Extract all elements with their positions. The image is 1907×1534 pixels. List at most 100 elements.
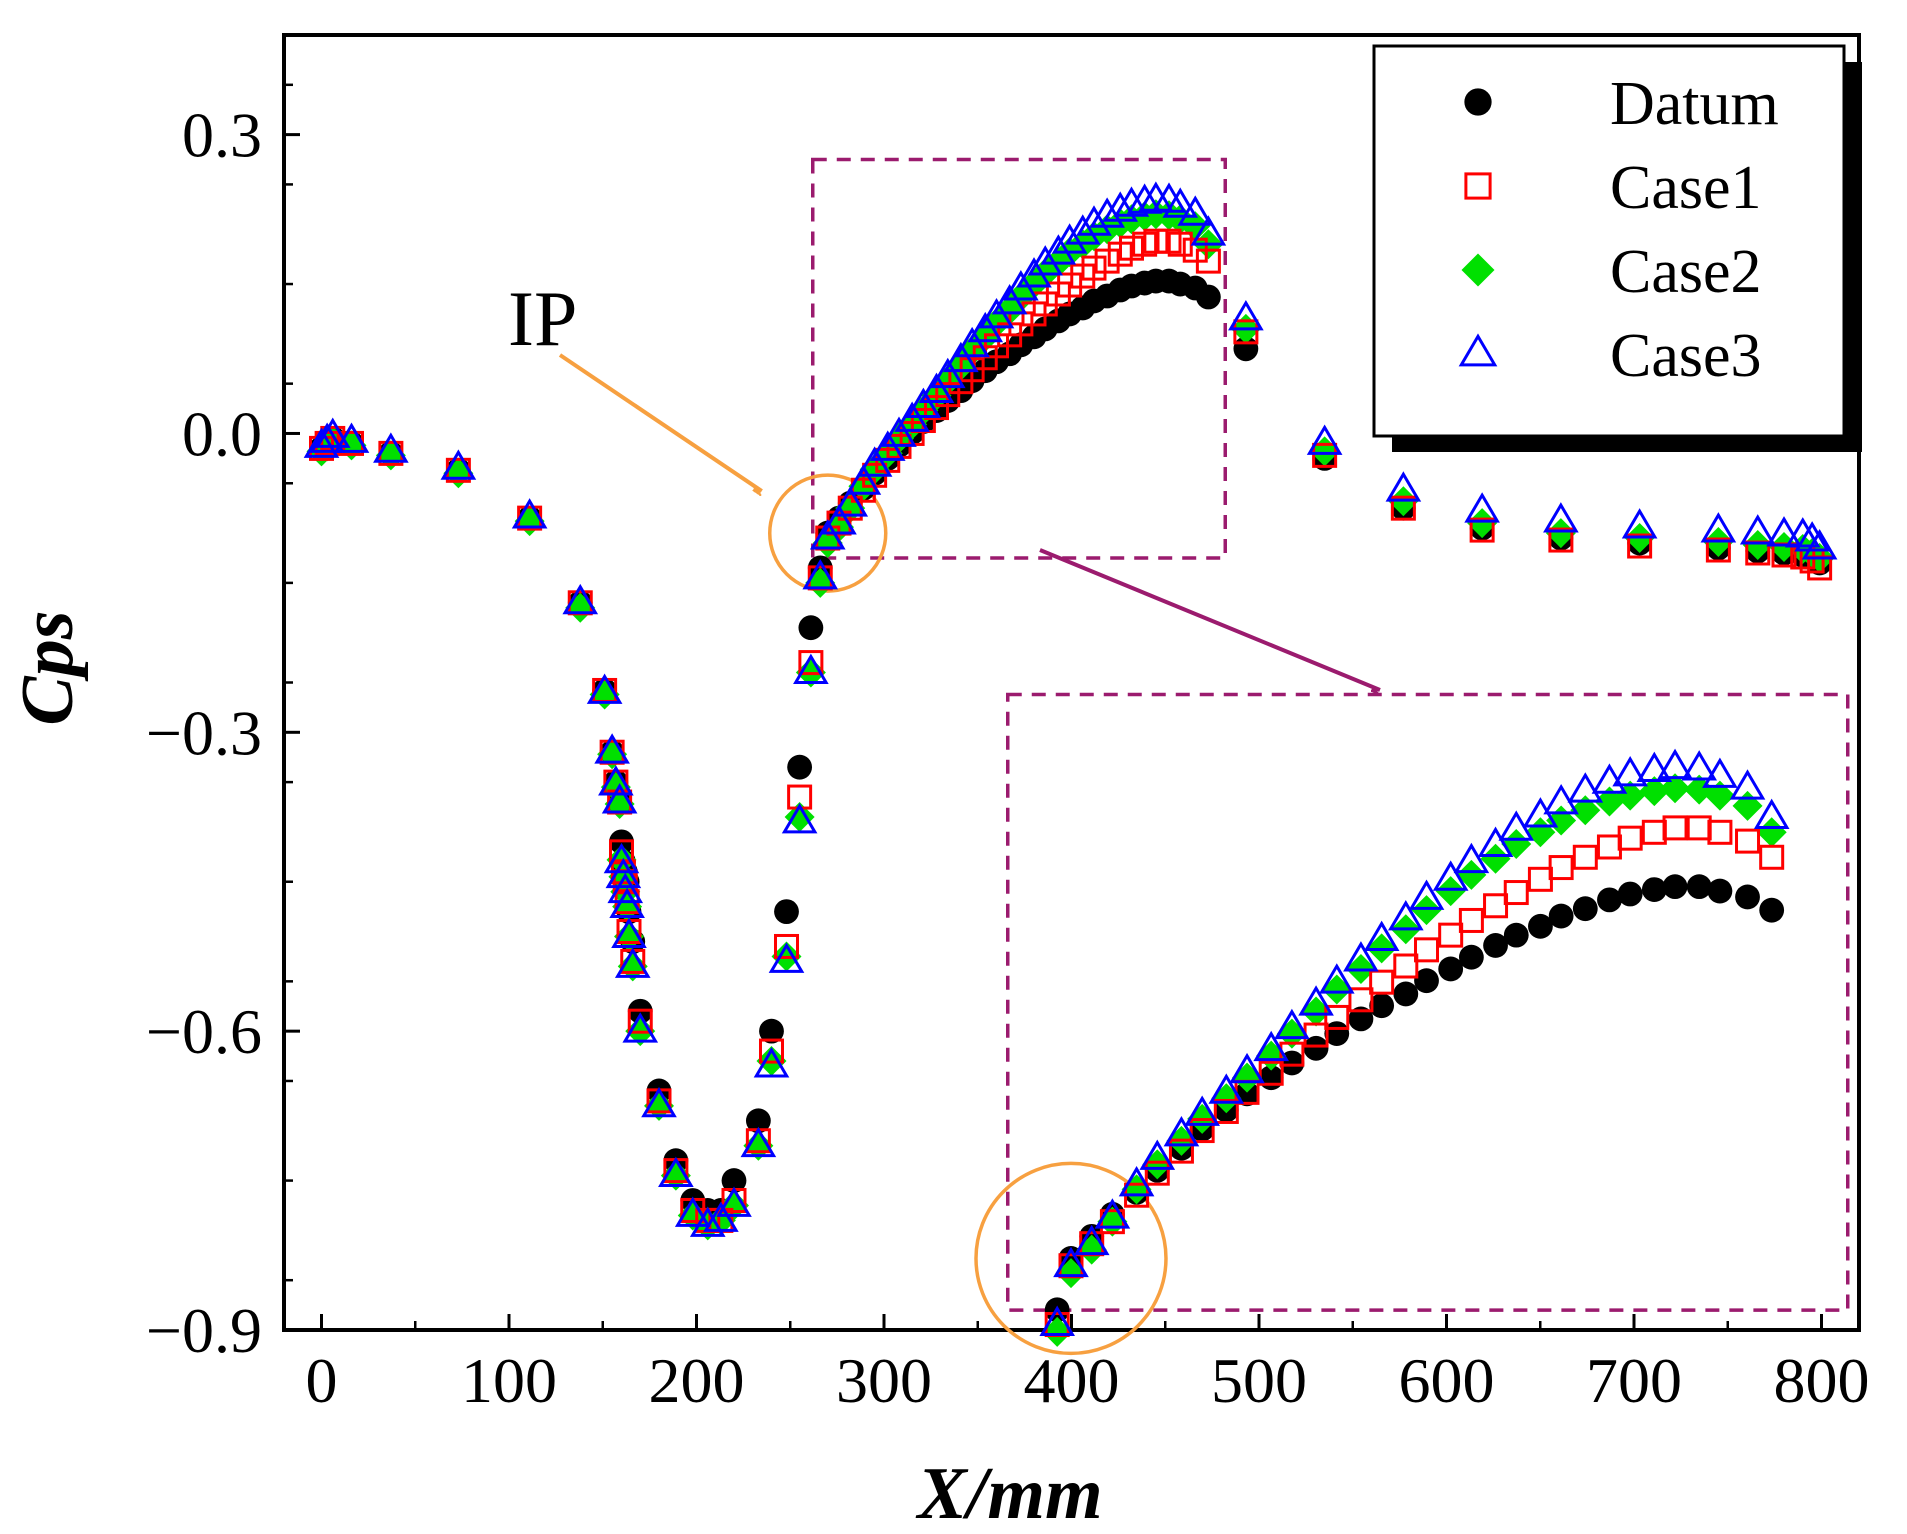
inset-point-case3	[1432, 860, 1469, 891]
data-point-case3	[622, 1012, 659, 1043]
x-tick-label: 800	[1774, 1345, 1870, 1416]
y-tick-label: −0.6	[146, 996, 262, 1067]
data-point-datum	[787, 754, 813, 780]
inset-point-case2	[1411, 895, 1442, 926]
inset-point-datum	[1548, 903, 1574, 929]
data-point-case3	[1794, 521, 1830, 552]
inset-point-case2	[1435, 876, 1466, 907]
data-point-case1	[1119, 235, 1144, 261]
inset-point-datum	[1572, 896, 1598, 922]
data-point-case3	[1051, 223, 1088, 254]
data-point-case1	[1094, 248, 1120, 274]
ip-circle-inset	[974, 1161, 1168, 1356]
inset-point-case2	[1055, 1258, 1086, 1289]
data-point-case3	[511, 498, 548, 529]
inset-point-case3	[1657, 748, 1693, 780]
inset-point-case1	[1707, 819, 1733, 845]
inset-point-case3	[1729, 769, 1766, 800]
data-point-case3	[753, 1047, 790, 1078]
inset-point-case1	[1414, 937, 1440, 963]
main-series-markers	[303, 181, 1838, 1241]
legend: Datum Case1 Case2 Case3	[1372, 44, 1862, 452]
data-point-case3	[333, 422, 370, 453]
inset-point-case1	[1168, 1138, 1194, 1164]
data-point-case3	[1739, 514, 1776, 545]
inset-point-datum	[1369, 993, 1395, 1019]
inset-point-case3	[1702, 757, 1738, 788]
data-point-datum	[721, 1168, 747, 1193]
data-point-case3	[614, 947, 651, 978]
inset-point-case1	[1686, 815, 1712, 841]
inset-point-case3	[1139, 1139, 1176, 1170]
data-point-case3	[605, 857, 642, 889]
inset-point-datum	[1348, 1006, 1374, 1032]
inset-point-case1	[1527, 866, 1553, 892]
inset-point-datum	[1483, 933, 1508, 958]
inset-point-case1	[1596, 834, 1622, 860]
inset-point-case3	[1274, 1008, 1310, 1040]
zoom-arrow	[1039, 548, 1380, 690]
inset-point-case2	[1639, 776, 1670, 807]
inset-point-case1	[1258, 1060, 1284, 1086]
data-point-case3	[611, 917, 647, 948]
inset-point-case2	[1301, 996, 1332, 1027]
data-point-case3	[1306, 424, 1343, 455]
data-point-case3	[609, 887, 645, 919]
data-point-case3	[793, 653, 829, 684]
data-point-case3	[856, 446, 893, 477]
data-point-case3	[1543, 502, 1579, 533]
data-point-case3	[716, 1186, 752, 1217]
data-point-case3	[832, 486, 869, 517]
data-point-case3	[1801, 529, 1838, 560]
data-point-case1	[1705, 537, 1731, 563]
inset-point-case1	[1572, 844, 1598, 870]
inset-point-case3	[1477, 826, 1514, 857]
data-point-case3	[309, 422, 345, 453]
data-point-case1	[1312, 442, 1338, 468]
data-point-case3	[1102, 191, 1139, 222]
inset-point-case3	[1543, 783, 1579, 815]
inset-point-case1	[1759, 844, 1785, 870]
data-point-case3	[918, 372, 955, 404]
inset-point-datum	[1759, 897, 1785, 923]
inset-point-case3	[1408, 879, 1445, 910]
inset-point-case2	[1732, 790, 1763, 821]
x-tick-label: 700	[1586, 1345, 1682, 1416]
inset-point-case3	[1363, 920, 1400, 951]
x-tick-label: 100	[461, 1345, 557, 1416]
ip-circle	[768, 473, 888, 593]
inset-point-case3	[1163, 1116, 1200, 1147]
inset-series-case2	[1042, 773, 1787, 1347]
data-point-case3	[929, 357, 966, 389]
data-point-case3	[1385, 471, 1422, 502]
inset-point-case1	[1279, 1041, 1305, 1067]
inset-point-case1	[1662, 815, 1688, 841]
x-axis-title: X/mm	[915, 1453, 1102, 1534]
zoom-annotation	[558, 157, 1850, 1356]
y-tick-label: 0.3	[182, 100, 262, 171]
inset-point-case2	[1321, 974, 1352, 1005]
data-point-case1	[1233, 319, 1259, 345]
inset-point-case1	[1393, 953, 1419, 979]
legend-box	[1372, 44, 1846, 438]
legend-item-case2: Case2	[1461, 238, 1762, 306]
inset-point-case2	[1456, 859, 1487, 890]
legend-label: Case2	[1610, 238, 1762, 306]
data-point-case3	[768, 942, 805, 973]
inset-point-case3	[1343, 941, 1379, 972]
inset-point-case3	[1229, 1052, 1265, 1084]
data-point-case3	[594, 733, 630, 764]
data-point-case3	[1089, 197, 1125, 228]
data-point-case3	[373, 432, 409, 463]
inset-point-case1	[1548, 855, 1574, 881]
data-point-case1	[759, 1038, 784, 1064]
inset-point-datum	[1641, 877, 1667, 903]
inset-point-case1	[1144, 1160, 1170, 1186]
data-point-case3	[1177, 195, 1214, 226]
x-tick-label: 600	[1399, 1345, 1495, 1416]
data-point-case3	[1162, 187, 1199, 218]
y-tick-label: −0.9	[146, 1295, 262, 1366]
data-point-case3	[821, 504, 857, 535]
inset-point-datum	[1438, 956, 1464, 982]
inset-point-datum	[1414, 968, 1439, 994]
